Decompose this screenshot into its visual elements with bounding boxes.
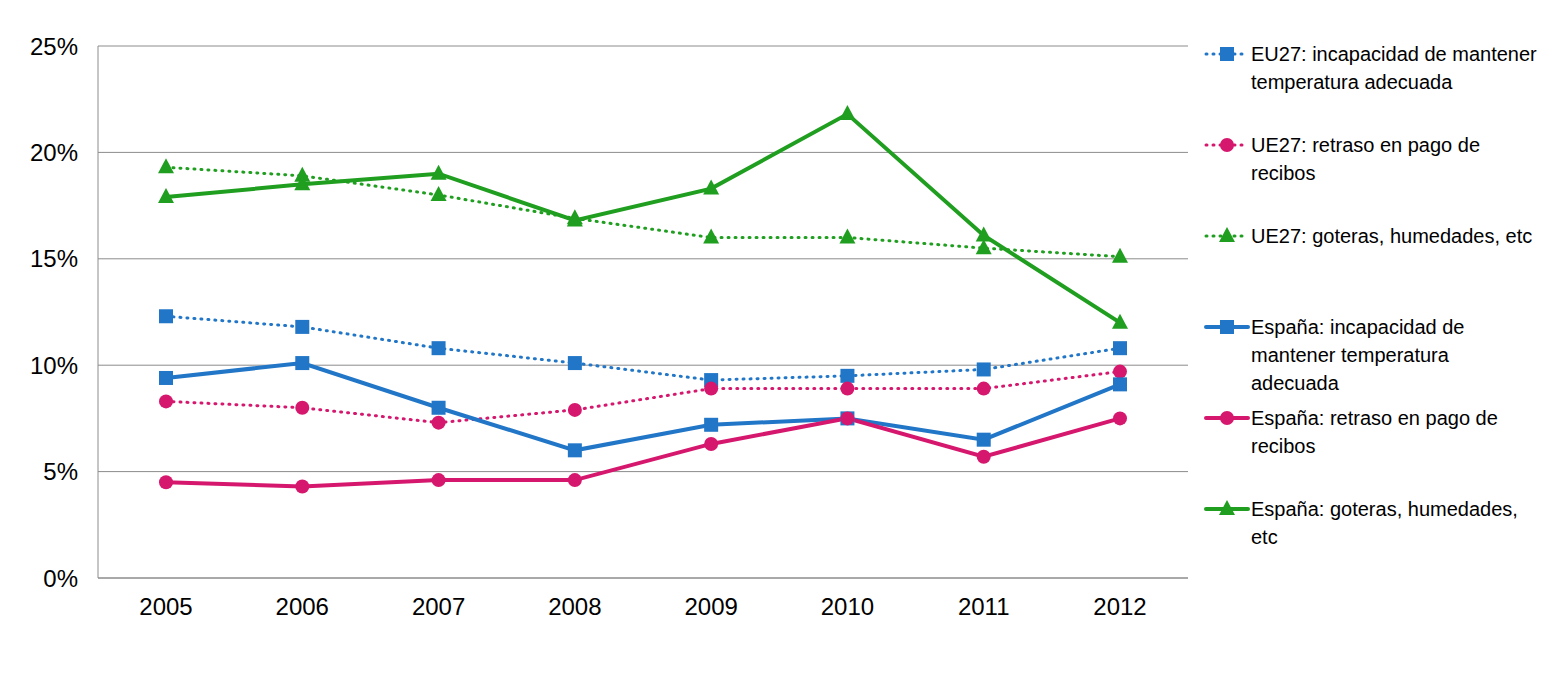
svg-text:2011: 2011 [958, 593, 1010, 620]
html-text:España: goteras, humedades, et: España: goteras, humedades, etc [1251, 498, 1518, 548]
svg-text:5%: 5% [43, 458, 78, 485]
svg-text:2007: 2007 [412, 593, 465, 620]
svg-text:2005: 2005 [139, 593, 192, 620]
html-text:EU27: incapacidad de mantener: EU27: incapacidad de mantener temperatur… [1251, 43, 1537, 93]
html-text:España: retraso en pago de rec: España: retraso en pago de recibos [1251, 407, 1498, 457]
svg-text:2010: 2010 [821, 593, 874, 620]
svg-text:2006: 2006 [276, 593, 329, 620]
svg-text:2008: 2008 [548, 593, 601, 620]
svg-text:15%: 15% [30, 245, 78, 272]
svg-text:2009: 2009 [684, 593, 737, 620]
html-text:España: incapacidad de mantene: España: incapacidad de mantener temperat… [1251, 316, 1465, 394]
svg-text:10%: 10% [30, 352, 78, 379]
svg-text:2012: 2012 [1093, 593, 1146, 620]
svg-text:20%: 20% [30, 139, 78, 166]
svg-text:25%: 25% [30, 33, 78, 60]
html-text:UE27: goteras, humedades, etc: UE27: goteras, humedades, etc [1251, 225, 1533, 247]
html-text:UE27: retraso en pago de recib: UE27: retraso en pago de recibos [1251, 134, 1480, 184]
svg-text:0%: 0% [43, 565, 78, 592]
